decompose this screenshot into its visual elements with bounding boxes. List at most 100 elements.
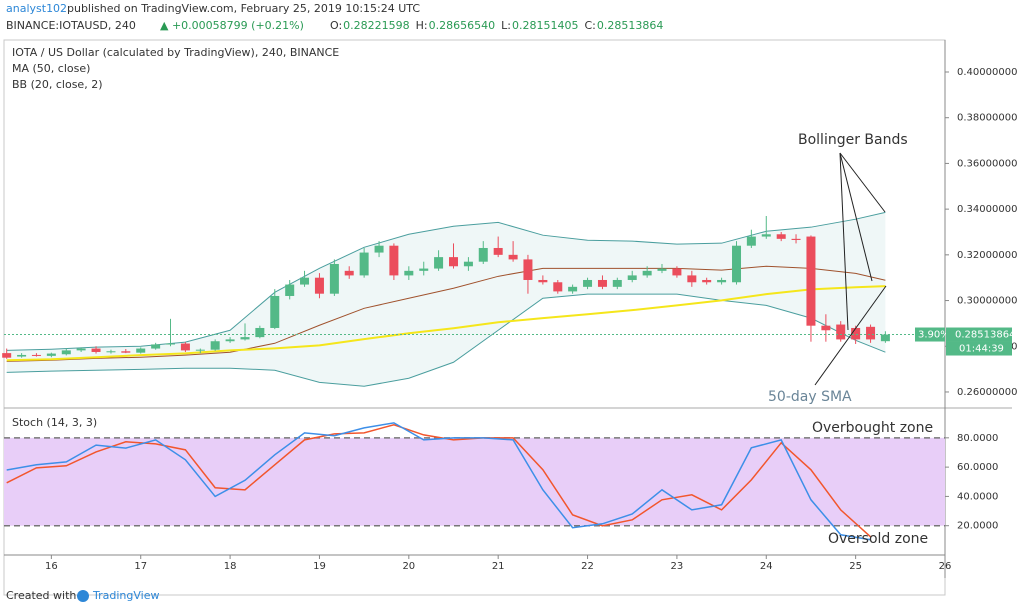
x-tick-label: 24 — [760, 561, 773, 572]
candle-body — [210, 341, 220, 350]
candle-body — [880, 334, 890, 342]
candle-body — [463, 261, 473, 267]
candle-body — [806, 236, 816, 326]
candle-body — [76, 348, 86, 351]
x-tick-label: 22 — [581, 561, 594, 572]
stoch-line — [6, 422, 871, 541]
ma-line — [6, 285, 886, 362]
candle-body — [761, 234, 771, 237]
x-tick-label: 21 — [492, 561, 505, 572]
ohlc-value: 0.28656540 — [429, 19, 495, 32]
stoch-title: Stoch (14, 3, 3) — [12, 416, 97, 429]
candle-body — [657, 268, 667, 271]
candle-body — [568, 286, 578, 292]
candle-body — [478, 247, 488, 262]
candle-body — [300, 277, 310, 285]
candle-body — [448, 257, 458, 267]
candle-body — [31, 354, 41, 356]
arrow — [839, 152, 886, 213]
candle-body — [270, 295, 280, 328]
arrow — [839, 152, 873, 282]
published: published on TradingView.com, February 2… — [67, 2, 420, 15]
candle-body — [151, 344, 161, 349]
bb-fill — [6, 212, 886, 387]
legend-bb: BB (20, close, 2) — [12, 78, 103, 91]
y-tick-label: 0.30000000 — [957, 296, 1017, 307]
candle-body — [314, 277, 324, 294]
candle-body — [612, 279, 622, 287]
arrow — [839, 152, 849, 331]
ohlc-label: C: — [584, 19, 595, 32]
footer-created: Created with — [6, 589, 76, 602]
candle-body — [106, 351, 116, 353]
candle-body — [165, 343, 175, 345]
x-tick-label: 23 — [671, 561, 684, 572]
candle-body — [642, 270, 652, 276]
candle-body — [627, 275, 637, 280]
candle-body — [195, 349, 205, 351]
legend-ma: MA (50, close) — [12, 62, 90, 75]
price-label: 0.28513864 — [955, 330, 1015, 341]
candle-body — [553, 282, 563, 292]
annotation: Bollinger Bands — [798, 132, 908, 148]
candle-body — [523, 259, 533, 280]
candle-body — [344, 270, 354, 276]
symbol: BINANCE:IOTAUSD, 240 — [6, 19, 136, 32]
candle-body — [2, 353, 12, 358]
candle-body — [136, 348, 146, 353]
candle-body — [434, 257, 444, 269]
y-tick-label: 0.34000000 — [957, 204, 1017, 215]
x-tick-label: 19 — [313, 561, 326, 572]
candle-body — [180, 343, 190, 351]
stoch-line — [6, 424, 872, 538]
band-fill — [4, 437, 945, 526]
arrow — [814, 285, 887, 386]
candle-body — [61, 350, 71, 355]
change-box — [915, 327, 945, 342]
ohlc-label: L: — [501, 19, 511, 32]
author: analyst102 — [6, 2, 67, 15]
y-tick-label: 40.0000 — [957, 491, 998, 502]
annotation-arrows — [814, 152, 887, 386]
candle-body — [851, 327, 861, 340]
candle-body — [732, 245, 742, 283]
candle-body — [374, 245, 384, 253]
x-tick-label: 16 — [45, 561, 58, 572]
candle-body — [255, 327, 265, 338]
countdown: 01:44:39 — [959, 344, 1004, 355]
ohlc-value: 0.28151405 — [512, 19, 578, 32]
y-tick-label: 80.0000 — [957, 433, 998, 444]
price-box — [946, 327, 1012, 342]
candle-body — [419, 268, 429, 271]
logo — [77, 590, 89, 602]
candle-body — [285, 284, 295, 296]
change-label: 3.90% — [918, 330, 950, 341]
candle-body — [597, 279, 607, 287]
y-tick-label: 0.38000000 — [957, 113, 1017, 124]
x-tick-label: 18 — [224, 561, 237, 572]
y-tick-label: 0.26000000 — [957, 387, 1017, 398]
candle-body — [702, 279, 712, 283]
candle-body — [121, 351, 131, 353]
candle-body — [404, 270, 414, 276]
candle-body — [717, 279, 727, 283]
candle-body — [329, 263, 339, 294]
candle-body — [791, 238, 801, 240]
candle-body — [389, 245, 399, 276]
candle-body — [493, 247, 503, 255]
plot: 16171819202122232425260.260000000.280000… — [2, 67, 1017, 572]
ohlc-label: O: — [330, 19, 342, 32]
x-tick-label: 25 — [849, 561, 862, 572]
candle-body — [46, 353, 56, 356]
y-tick-label: 0.40000000 — [957, 67, 1017, 78]
ohlc-value: 0.28221598 — [343, 19, 409, 32]
candle-body — [583, 279, 593, 287]
candle-body — [17, 354, 27, 357]
annotation: Overbought zone — [812, 420, 933, 436]
y-tick-label: 60.0000 — [957, 462, 998, 473]
candle-body — [672, 268, 682, 276]
candle-body — [359, 252, 369, 276]
candle-body — [687, 275, 697, 283]
ohlc-label: H: — [416, 19, 428, 32]
